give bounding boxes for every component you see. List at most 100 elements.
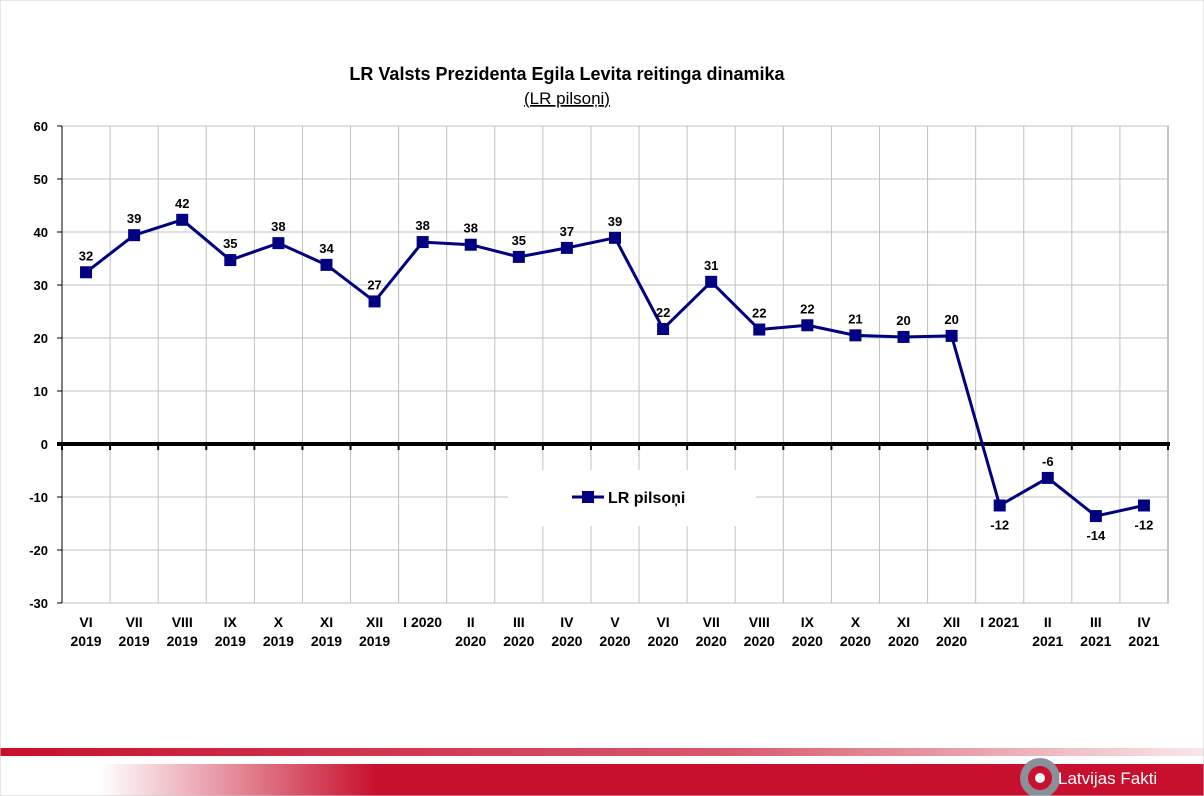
labels: 32 39 42 35 38 34 27 38 38 35 37 39 22 31 22 22 21 20 20 -1…	[79, 196, 1154, 543]
x-tick-label-year: 2019	[70, 633, 101, 649]
x-tick-label: VIII	[749, 614, 770, 630]
data-point	[464, 238, 477, 251]
y-tick-label: -20	[29, 543, 48, 558]
y-tick-label: 60	[34, 119, 48, 134]
axes: 6050403020100-10-20-30VI2019VII2019VIII2…	[29, 119, 1170, 649]
x-tick-label: VII	[703, 614, 720, 630]
data-point	[657, 322, 670, 335]
data-label: 39	[127, 211, 141, 226]
x-tick-label: VII	[126, 614, 143, 630]
data-label: 34	[319, 241, 334, 256]
data-point	[609, 231, 621, 244]
x-tick-label-year: 2019	[119, 633, 150, 649]
data-label: 21	[848, 311, 862, 326]
x-tick-label-year: 2021	[1128, 633, 1159, 649]
x-tick-label: I 2021	[980, 614, 1019, 630]
y-tick-label: -10	[29, 490, 48, 505]
data-label: 38	[464, 221, 478, 236]
x-tick-label-year: 2019	[167, 633, 198, 649]
data-point	[1089, 510, 1102, 523]
data-label: 37	[560, 224, 574, 239]
x-tick-label: XI	[897, 614, 910, 630]
x-tick-label-year: 2019	[311, 633, 342, 649]
legend: LR pilsoņi	[508, 470, 756, 526]
data-point	[512, 250, 525, 263]
x-tick-label-year: 2020	[648, 633, 679, 649]
legend-box	[508, 470, 756, 526]
y-tick-label: 20	[34, 331, 48, 346]
x-tick-label: II	[1044, 614, 1052, 630]
x-tick-label: III	[513, 614, 525, 630]
data-point	[993, 499, 1006, 512]
x-tick-label-year: 2020	[744, 633, 775, 649]
data-label: 27	[367, 277, 381, 292]
data-label: 20	[896, 313, 910, 328]
x-tick-label-year: 2020	[936, 633, 967, 649]
data-point	[224, 254, 237, 267]
footer-band: Latvijas Fakti	[0, 748, 1204, 796]
data-point	[705, 275, 718, 288]
x-tick-label-year: 2021	[1080, 633, 1111, 649]
data-point	[416, 236, 429, 249]
x-tick-label: VI	[79, 614, 92, 630]
data-point	[560, 241, 573, 254]
x-tick-label-year: 2021	[1032, 633, 1063, 649]
data-point	[1041, 471, 1054, 484]
data-point	[801, 319, 814, 332]
y-tick-label: 40	[34, 225, 48, 240]
x-tick-label: X	[274, 614, 284, 630]
data-label: 22	[656, 305, 670, 320]
data-label: -12	[1135, 517, 1154, 532]
legend-label: LR pilsoņi	[608, 490, 685, 507]
data-label: 32	[79, 248, 93, 263]
y-tick-label: 30	[34, 278, 48, 293]
series	[80, 213, 1150, 523]
x-tick-label: V	[610, 614, 620, 630]
data-point	[849, 329, 862, 342]
x-tick-label-year: 2019	[215, 633, 246, 649]
data-point	[176, 213, 189, 226]
x-tick-label: II	[467, 614, 475, 630]
logo-icon	[1020, 758, 1060, 796]
data-label: 42	[175, 196, 189, 211]
data-point	[1137, 499, 1150, 512]
x-tick-label-year: 2020	[792, 633, 823, 649]
x-tick-label-year: 2020	[503, 633, 534, 649]
y-tick-label: 10	[34, 384, 48, 399]
x-tick-label-year: 2020	[696, 633, 727, 649]
x-tick-label: IX	[224, 614, 238, 630]
data-label: 39	[608, 214, 622, 229]
chart-subtitle: (LR pilsoņi)	[524, 89, 610, 108]
data-label: 38	[271, 219, 285, 234]
data-point	[945, 329, 958, 342]
x-tick-label: I 2020	[403, 614, 442, 630]
data-point	[128, 229, 141, 242]
x-tick-label: XI	[320, 614, 333, 630]
x-tick-label-year: 2020	[840, 633, 871, 649]
data-point	[753, 323, 766, 336]
data-point	[897, 330, 910, 343]
x-tick-label-year: 2020	[599, 633, 630, 649]
x-tick-label: IV	[560, 614, 574, 630]
data-label: 20	[944, 312, 958, 327]
data-label: 22	[800, 301, 814, 316]
footer-band-rect	[100, 764, 1204, 796]
x-tick-label: X	[851, 614, 861, 630]
data-point	[272, 237, 285, 250]
data-label: 35	[512, 233, 526, 248]
x-tick-label: VI	[656, 614, 669, 630]
legend-marker	[582, 491, 594, 503]
data-point	[320, 258, 333, 271]
data-label: -12	[990, 517, 1009, 532]
x-tick-label-year: 2020	[888, 633, 919, 649]
x-tick-label: VIII	[172, 614, 193, 630]
x-tick-label-year: 2020	[455, 633, 486, 649]
chart-title: LR Valsts Prezidenta Egila Levita reitin…	[349, 64, 785, 84]
brand-name: Latvijas Fakti	[1058, 769, 1157, 788]
y-tick-label: 50	[34, 172, 48, 187]
y-tick-label: 0	[41, 437, 48, 452]
data-point	[80, 266, 93, 279]
x-tick-label: XII	[943, 614, 960, 630]
x-tick-label-year: 2019	[359, 633, 390, 649]
